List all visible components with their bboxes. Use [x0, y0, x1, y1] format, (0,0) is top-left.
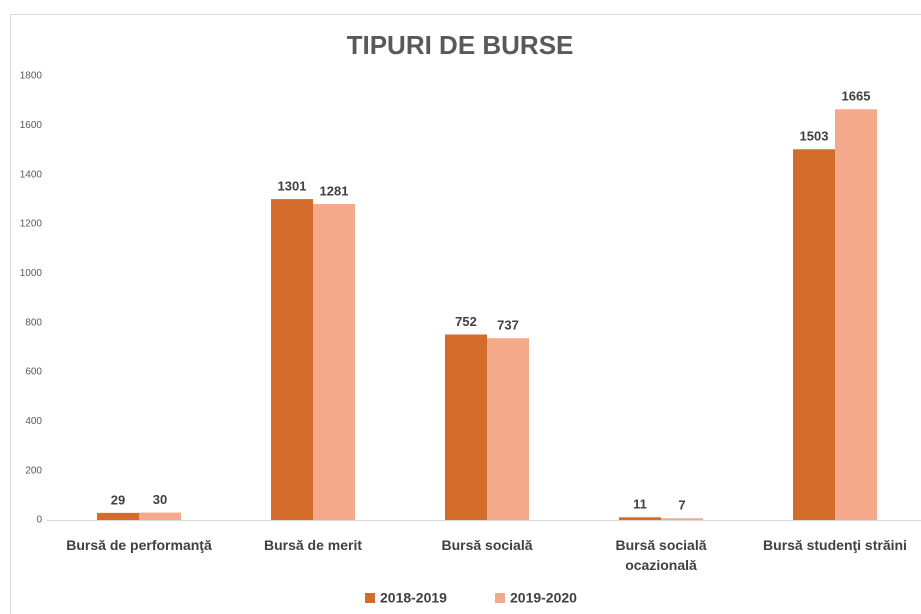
- data-label: 30: [153, 492, 167, 507]
- legend-swatch: [365, 593, 375, 603]
- x-tick-label: Bursă socială: [441, 537, 533, 553]
- bar: [793, 149, 835, 520]
- bar: [271, 199, 313, 520]
- chart-title: TIPURI DE BURSE: [347, 30, 574, 60]
- y-tick-label: 400: [25, 416, 42, 427]
- data-label: 7: [678, 498, 685, 513]
- bar: [139, 512, 181, 520]
- y-tick-label: 800: [25, 317, 42, 328]
- data-label: 11: [633, 497, 647, 512]
- bar: [487, 338, 529, 520]
- data-label: 737: [497, 318, 519, 333]
- legend-label: 2019-2020: [510, 590, 577, 606]
- bar: [445, 334, 487, 520]
- data-label: 1301: [278, 179, 307, 194]
- x-tick-label: Bursă de performanţă: [66, 537, 212, 553]
- bar: [313, 204, 355, 520]
- x-tick-label: Bursă socială ocazională: [615, 537, 707, 573]
- bar: [619, 517, 661, 520]
- bar: [661, 518, 703, 520]
- x-tick-label: Bursă studenţi străini: [763, 537, 907, 553]
- bar: [835, 109, 877, 521]
- bar: [97, 512, 139, 520]
- x-tick-label: Bursă de merit: [263, 537, 363, 553]
- y-tick-label: 1800: [20, 71, 43, 82]
- legend-swatch: [495, 593, 505, 603]
- data-label: 1503: [800, 129, 829, 144]
- y-tick-label: 200: [25, 465, 42, 476]
- y-tick-label: 1000: [20, 268, 43, 279]
- y-tick-label: 1400: [20, 169, 43, 180]
- y-tick-label: 0: [36, 515, 42, 526]
- data-label: 29: [111, 492, 125, 507]
- data-label: 1281: [320, 183, 349, 198]
- y-tick-label: 1200: [20, 219, 43, 230]
- y-tick-label: 600: [25, 367, 42, 378]
- y-tick-label: 1600: [20, 120, 43, 131]
- data-label: 1665: [842, 89, 871, 104]
- data-label: 752: [455, 314, 477, 329]
- chart-border: [10, 14, 921, 614]
- legend-label: 2018-2019: [380, 590, 447, 606]
